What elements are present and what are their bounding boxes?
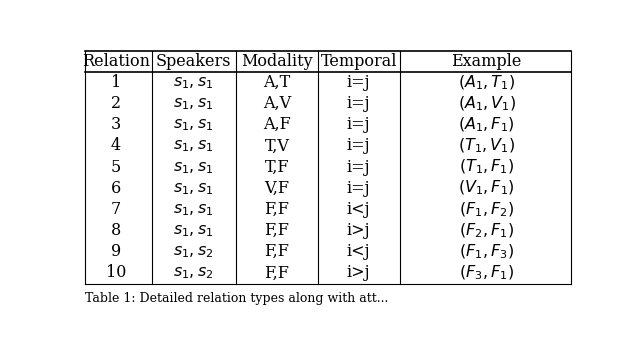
Text: $s_1, s_1$: $s_1, s_1$	[173, 180, 213, 197]
Text: 9: 9	[111, 243, 121, 260]
Text: $s_1, s_2$: $s_1, s_2$	[173, 243, 213, 260]
Text: $(A_1, F_1)$: $(A_1, F_1)$	[458, 116, 515, 134]
Text: i=j: i=j	[347, 180, 371, 197]
Text: A,F: A,F	[263, 116, 291, 133]
Text: i=j: i=j	[347, 116, 371, 133]
Text: F,F: F,F	[264, 222, 289, 239]
Text: i<j: i<j	[347, 243, 371, 260]
Text: 3: 3	[111, 116, 121, 133]
Text: 10: 10	[106, 265, 126, 281]
Text: i=j: i=j	[347, 137, 371, 154]
Text: $(V_1, F_1)$: $(V_1, F_1)$	[458, 179, 515, 197]
Text: $(F_2, F_1)$: $(F_2, F_1)$	[460, 222, 514, 240]
Text: 6: 6	[111, 180, 121, 197]
Text: $(F_1, F_2)$: $(F_1, F_2)$	[460, 200, 514, 219]
Text: $s_1, s_1$: $s_1, s_1$	[173, 74, 213, 91]
Text: 4: 4	[111, 137, 121, 154]
Text: 1: 1	[111, 74, 121, 91]
Text: $s_1, s_1$: $s_1, s_1$	[173, 137, 213, 154]
Text: 5: 5	[111, 159, 121, 176]
Text: $(T_1, V_1)$: $(T_1, V_1)$	[458, 137, 515, 155]
Text: $s_1, s_1$: $s_1, s_1$	[173, 222, 213, 239]
Text: 8: 8	[111, 222, 121, 239]
Text: $s_1, s_1$: $s_1, s_1$	[173, 159, 213, 176]
Text: $(T_1, F_1)$: $(T_1, F_1)$	[459, 158, 515, 176]
Text: i>j: i>j	[347, 222, 371, 239]
Text: F,F: F,F	[264, 265, 289, 281]
Text: $(A_1, V_1)$: $(A_1, V_1)$	[458, 94, 516, 113]
Text: $s_1, s_1$: $s_1, s_1$	[173, 116, 213, 133]
Text: $(F_3, F_1)$: $(F_3, F_1)$	[460, 264, 514, 282]
Text: i=j: i=j	[347, 95, 371, 112]
Text: Example: Example	[452, 53, 522, 70]
Text: i=j: i=j	[347, 159, 371, 176]
Text: A,T: A,T	[263, 74, 291, 91]
Text: T,F: T,F	[265, 159, 289, 176]
Text: T,V: T,V	[264, 137, 289, 154]
Text: $(F_1, F_3)$: $(F_1, F_3)$	[460, 243, 514, 261]
Text: Speakers: Speakers	[156, 53, 231, 70]
Text: F,F: F,F	[264, 201, 289, 218]
Text: V,F: V,F	[264, 180, 289, 197]
Text: $s_1, s_1$: $s_1, s_1$	[173, 201, 213, 218]
Text: $(A_1, T_1)$: $(A_1, T_1)$	[458, 73, 515, 92]
Text: F,F: F,F	[264, 243, 289, 260]
Text: Table 1: Detailed relation types along with att...: Table 1: Detailed relation types along w…	[85, 292, 388, 305]
Text: $s_1, s_1$: $s_1, s_1$	[173, 95, 213, 112]
Text: Modality: Modality	[241, 53, 313, 70]
Text: $s_1, s_2$: $s_1, s_2$	[173, 265, 213, 281]
Text: Temporal: Temporal	[321, 53, 397, 70]
Text: A,V: A,V	[263, 95, 291, 112]
Text: i=j: i=j	[347, 74, 371, 91]
Text: 7: 7	[111, 201, 121, 218]
Text: i<j: i<j	[347, 201, 371, 218]
Text: i>j: i>j	[347, 265, 371, 281]
Text: Relation: Relation	[82, 53, 150, 70]
Text: 2: 2	[111, 95, 121, 112]
